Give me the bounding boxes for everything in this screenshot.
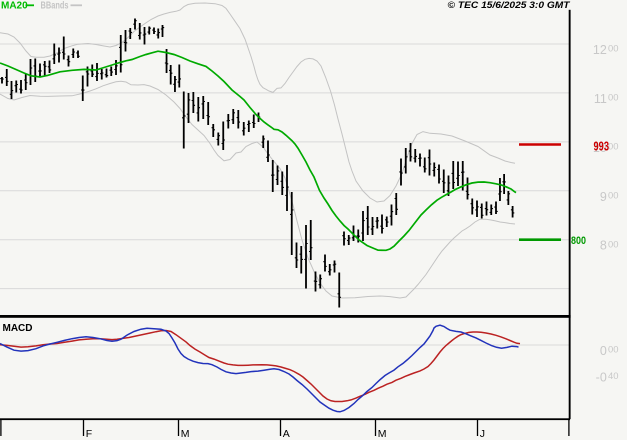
svg-text:00: 00 — [608, 44, 619, 54]
svg-text:12: 12 — [593, 43, 607, 57]
svg-text:M: M — [378, 428, 387, 440]
svg-text:8: 8 — [600, 239, 607, 253]
svg-text:MACD: MACD — [3, 323, 33, 334]
svg-text:M: M — [181, 428, 190, 440]
svg-text:00: 00 — [608, 190, 619, 200]
svg-text:00: 00 — [608, 345, 619, 355]
svg-text:-0: -0 — [596, 371, 607, 385]
svg-text:0: 0 — [600, 344, 607, 358]
svg-text:00: 00 — [608, 93, 619, 103]
svg-text:993: 993 — [594, 140, 610, 154]
svg-text:40: 40 — [608, 371, 619, 381]
svg-text:10: 10 — [593, 141, 607, 155]
svg-text:MA20: MA20 — [1, 1, 28, 12]
svg-text:J: J — [480, 428, 485, 440]
svg-text:© TEC 15/6/2025 3:0 GMT: © TEC 15/6/2025 3:0 GMT — [448, 0, 572, 10]
svg-text:A: A — [283, 428, 290, 440]
svg-text:00: 00 — [608, 239, 619, 249]
svg-text:9: 9 — [600, 190, 607, 204]
svg-text:F: F — [86, 428, 92, 440]
svg-text:00: 00 — [608, 142, 619, 152]
svg-text:800: 800 — [571, 235, 586, 247]
svg-text:BBands: BBands — [41, 1, 69, 12]
svg-text:11: 11 — [594, 92, 607, 106]
